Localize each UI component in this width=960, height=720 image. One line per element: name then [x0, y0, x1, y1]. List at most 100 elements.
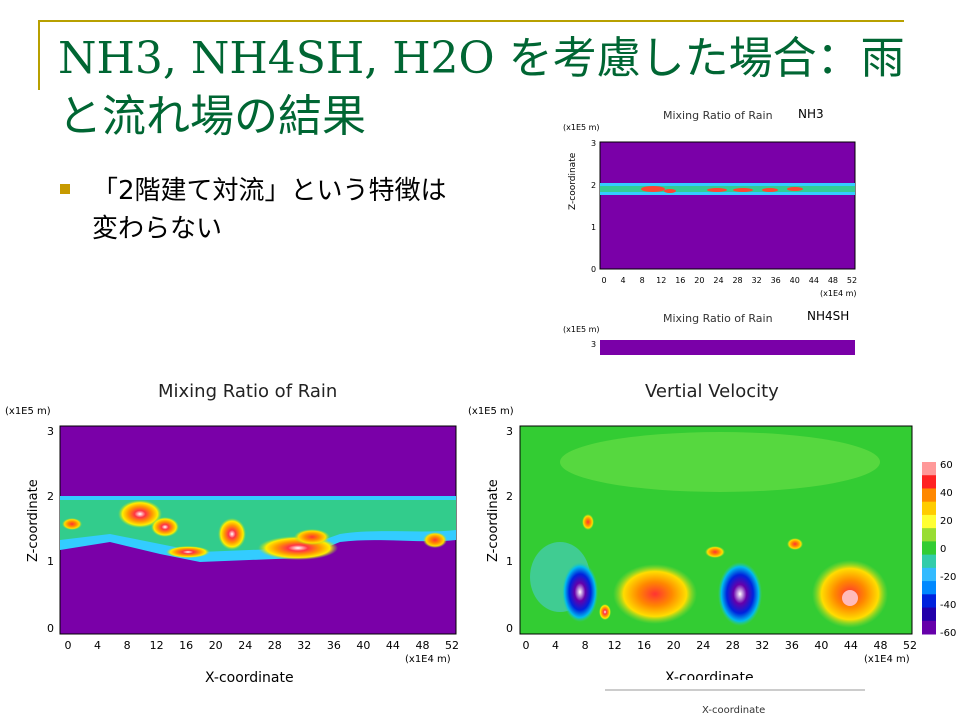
left-rule — [38, 20, 40, 90]
thumb-nh3-label: NH3 — [798, 107, 824, 121]
bullet-line-1: 「2階建て対流」という特徴は — [92, 176, 447, 206]
top-rule — [38, 20, 904, 22]
colorbar-label: 20 — [940, 516, 953, 527]
velocity-x-ticks: 0 4 8 12 16 20 24 28 32 36 40 44 48 52 — [523, 639, 918, 652]
velocity-y-ticks: 0 1 2 3 — [506, 425, 513, 635]
thumb-nh3-xtick-10: 40 — [790, 276, 800, 285]
thumb-nh3-xtick-12: 48 — [828, 276, 838, 285]
rain-xtick-12: 48 — [415, 639, 429, 652]
velocity-ytick-0: 0 — [506, 622, 513, 635]
thumb-nh3-x-ticks: 0 4 8 12 16 20 24 28 32 36 40 44 48 52 — [601, 276, 857, 285]
rain-xtick-11: 44 — [386, 639, 400, 652]
thumb-nh3-ytick-3: 3 — [591, 139, 596, 148]
colorbar-swatch — [922, 462, 936, 476]
velocity-xtick-0: 0 — [523, 639, 530, 652]
colorbar-swatch — [922, 541, 936, 556]
velocity-plot-title: Vertial Velocity — [645, 381, 779, 402]
velocity-xtick-3: 12 — [608, 639, 622, 652]
thumb-nh3-rain-cells — [641, 186, 803, 193]
rain-xtick-6: 24 — [238, 639, 252, 652]
velocity-colorbar-labels: 60 40 20 0 -20 -40 -60 — [940, 460, 956, 639]
thumb-nh3-y-unit: (x1E5 m) — [563, 123, 600, 132]
velocity-xtick-10: 40 — [814, 639, 828, 652]
colorbar-label: -40 — [940, 600, 956, 611]
thumb-nh3-title: Mixing Ratio of Rain — [663, 109, 773, 122]
rain-xtick-9: 36 — [327, 639, 341, 652]
thumb-nh3-ytick-0: 0 — [591, 265, 596, 274]
velocity-ytick-1: 1 — [506, 555, 513, 568]
velocity-ytick-2: 2 — [506, 490, 513, 503]
rain-ytick-2: 2 — [47, 490, 54, 503]
velocity-xtick-8: 32 — [755, 639, 769, 652]
colorbar-swatch — [922, 620, 936, 635]
rain-xtick-5: 20 — [209, 639, 223, 652]
thumbnail-plots: Mixing Ratio of Rain NH3 (x1E5 m) Z-coor… — [555, 100, 925, 355]
thumb-nh3-xtick-6: 24 — [713, 276, 723, 285]
thumb-nh3-xtick-3: 12 — [656, 276, 666, 285]
rain-ytick-3: 3 — [47, 425, 54, 438]
velocity-colorbar — [922, 462, 936, 635]
thumb-nh3-xtick-11: 44 — [809, 276, 819, 285]
colorbar-swatch — [922, 475, 936, 489]
bullet-text: 「2階建て対流」という特徴は 変わらない — [92, 172, 522, 248]
velocity-cells — [530, 432, 888, 628]
velocity-ytick-3: 3 — [506, 425, 513, 438]
thumb-nh3-ytick-2: 2 — [591, 181, 596, 190]
colorbar-label: 60 — [940, 460, 953, 471]
thumb-nh3-xtick-13: 52 — [847, 276, 857, 285]
thumb-nh3-xtick-1: 4 — [621, 276, 626, 285]
rain-xtick-8: 32 — [297, 639, 311, 652]
rain-ytick-1: 1 — [47, 555, 54, 568]
rain-ytick-0: 0 — [47, 622, 54, 635]
thumb-nh4sh-y-unit: (x1E5 m) — [563, 325, 600, 334]
thumb-nh4sh-label: NH4SH — [807, 309, 849, 323]
thumb-nh3-y-label: Z-coordinate — [568, 152, 578, 210]
title-line-1: NH3, NH4SH, H2O を考慮した場合：雨 — [58, 33, 905, 84]
rain-y-ticks: 0 1 2 3 — [47, 425, 54, 635]
velocity-xtick-1: 4 — [552, 639, 559, 652]
thumb-nh3-field — [599, 141, 856, 270]
title-line-2: と流れ場の結果 — [58, 91, 366, 142]
colorbar-swatch — [922, 501, 936, 516]
rain-xtick-4: 16 — [179, 639, 193, 652]
colorbar-swatch — [922, 528, 936, 542]
thumb-nh4sh-ytick-3: 3 — [591, 340, 596, 349]
thumb-nh3-xtick-2: 8 — [640, 276, 645, 285]
colorbar-label: 40 — [940, 488, 953, 499]
rain-xtick-2: 8 — [124, 639, 131, 652]
thumb-nh3-ytick-1: 1 — [591, 223, 596, 232]
velocity-y-label: Z-coordinate — [486, 479, 501, 562]
colorbar-label: -20 — [940, 572, 956, 583]
thumb-nh3-xtick-8: 32 — [752, 276, 762, 285]
rain-y-label: Z-coordinate — [26, 479, 41, 562]
velocity-xtick-11: 44 — [844, 639, 858, 652]
colorbar-swatch — [922, 594, 936, 609]
velocity-xtick-4: 16 — [637, 639, 651, 652]
velocity-xtick-6: 24 — [696, 639, 710, 652]
rain-xtick-0: 0 — [65, 639, 72, 652]
rain-x-label: X-coordinate — [205, 670, 294, 686]
rain-plot-title: Mixing Ratio of Rain — [158, 381, 337, 402]
rain-xtick-13: 52 — [445, 639, 459, 652]
rain-xtick-7: 28 — [268, 639, 282, 652]
velocity-xtick-12: 48 — [873, 639, 887, 652]
colorbar-swatch — [922, 488, 936, 503]
colorbar-swatch — [922, 581, 936, 595]
thumb-nh3-xtick-7: 28 — [732, 276, 742, 285]
rain-hot-cells — [62, 500, 447, 560]
rain-xtick-1: 4 — [94, 639, 101, 652]
rain-y-unit: (x1E5 m) — [5, 406, 51, 417]
rain-x-ticks: 0 4 8 12 16 20 24 28 32 36 40 44 48 52 — [65, 639, 460, 652]
thumb-nh3-xtick-5: 20 — [694, 276, 704, 285]
colorbar-label: -60 — [940, 628, 956, 639]
velocity-xtick-13: 52 — [903, 639, 917, 652]
colorbar-swatch — [922, 567, 936, 582]
slide-title: NH3, NH4SH, H2O を考慮した場合：雨 と流れ場の結果 — [58, 30, 938, 146]
thumb-nh3-xtick-4: 16 — [675, 276, 685, 285]
rain-xtick-10: 40 — [356, 639, 370, 652]
rain-x-unit: (x1E4 m) — [405, 654, 451, 665]
thumb-nh3-y-ticks: 0 1 2 3 — [591, 139, 596, 274]
colorbar-swatch — [922, 514, 936, 529]
velocity-xtick-2: 8 — [582, 639, 589, 652]
colorbar-swatch — [922, 554, 936, 569]
